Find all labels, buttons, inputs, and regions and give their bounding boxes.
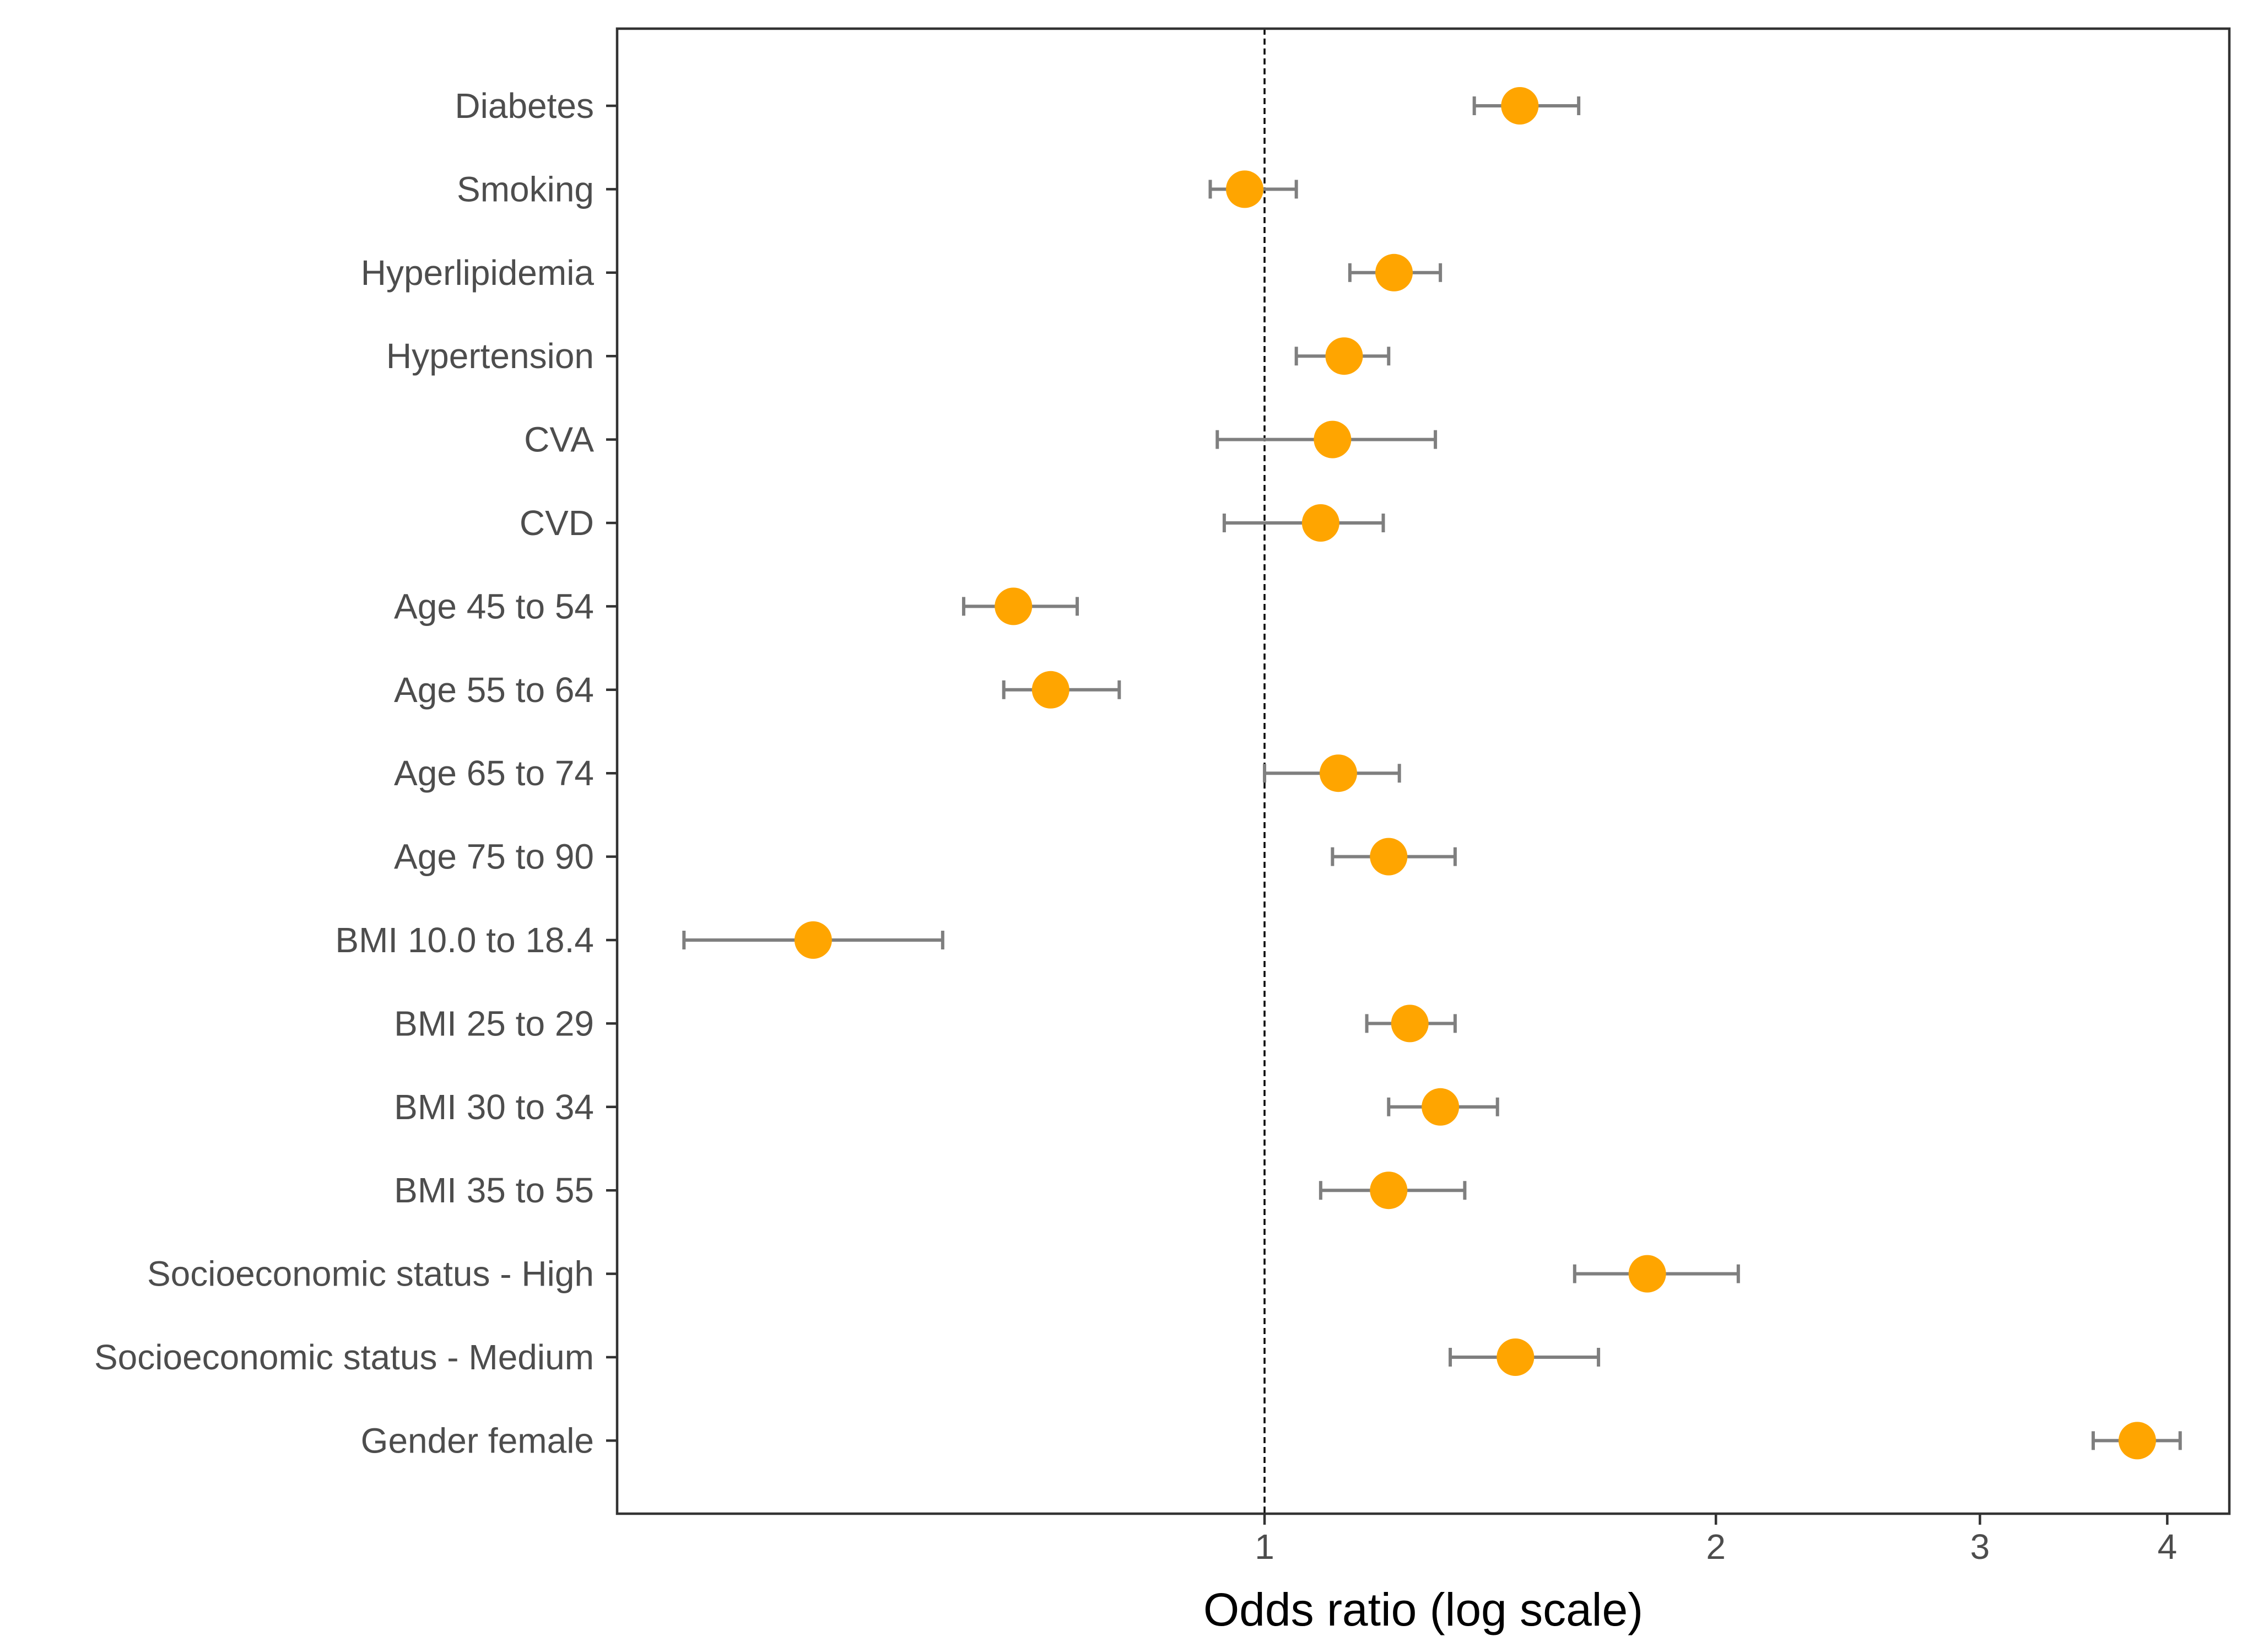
estimate-point	[1370, 838, 1408, 876]
y-tick-label: BMI 35 to 55	[394, 1170, 594, 1210]
x-tick-label: 2	[1706, 1527, 1726, 1567]
estimate-point	[1628, 1255, 1666, 1293]
point-layer	[794, 87, 2156, 1460]
estimate-point	[1325, 337, 1363, 375]
estimate-point	[995, 587, 1033, 625]
y-tick-label: CVA	[524, 420, 594, 460]
estimate-point	[1391, 1005, 1429, 1043]
y-tick-label: Gender female	[361, 1421, 594, 1460]
y-tick-label: CVD	[520, 503, 594, 543]
x-tick-label: 4	[2158, 1527, 2178, 1567]
estimate-point	[794, 921, 832, 959]
y-tick-label: Hyperlipidemia	[361, 253, 595, 293]
estimate-point	[1370, 1171, 1408, 1210]
y-tick-label: Smoking	[457, 169, 594, 209]
plot-panel-border	[615, 27, 2231, 1515]
estimate-point	[1501, 87, 1539, 125]
y-tick-label: Socioeconomic status - Medium	[94, 1337, 594, 1377]
y-tick-label: BMI 25 to 29	[394, 1003, 594, 1043]
estimate-point	[1314, 420, 1352, 458]
estimate-point	[1497, 1338, 1535, 1376]
estimate-point	[1031, 671, 1069, 709]
estimate-point	[1422, 1088, 1460, 1126]
y-tick-label: Socioeconomic status - High	[147, 1254, 594, 1294]
estimate-point	[2118, 1422, 2156, 1460]
y-axis: Diabetes Smoking Hyperlipidemia Hypertensio…	[94, 86, 617, 1460]
y-tick-label: Age 75 to 90	[394, 837, 594, 877]
y-tick-label: BMI 30 to 34	[394, 1087, 594, 1127]
y-tick-label: Hypertension	[386, 336, 594, 376]
x-tick-label: 3	[1970, 1527, 1990, 1567]
estimate-point	[1319, 754, 1357, 792]
y-tick-label: Age 45 to 54	[394, 586, 594, 626]
y-tick-label: Diabetes	[455, 86, 594, 126]
x-tick-label: 1	[1255, 1527, 1274, 1567]
estimate-point	[1375, 253, 1413, 291]
y-tick-label: BMI 10.0 to 18.4	[335, 920, 594, 960]
estimate-point	[1301, 504, 1339, 542]
y-tick-label: Age 55 to 64	[394, 670, 594, 710]
x-axis: 1 2 3 4	[1255, 1514, 2177, 1567]
y-tick-label: Age 65 to 74	[394, 753, 594, 793]
x-axis-title: Odds ratio (log scale)	[1203, 1584, 1643, 1635]
estimate-point	[1226, 170, 1264, 208]
